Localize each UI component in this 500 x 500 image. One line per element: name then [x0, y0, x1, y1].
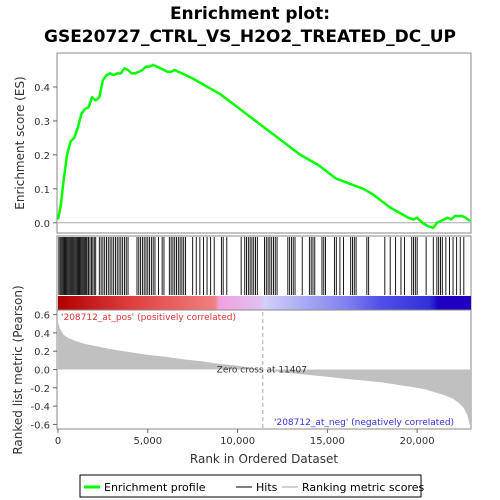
chart-subtitle: GSE20727_CTRL_VS_H2O2_TREATED_DC_UP	[44, 27, 456, 47]
es-y-tick-label: 0.3	[34, 117, 50, 128]
metric-y-tick-label: 0.4	[34, 329, 50, 340]
metric-y-tick-label: 0.6	[34, 311, 50, 322]
rank-color-bar	[58, 296, 471, 310]
chart-title: Enrichment plot:	[170, 4, 330, 24]
metric-y-tick-label: 0.2	[34, 347, 50, 358]
metric-y-tick-label: -0.4	[30, 402, 50, 413]
legend-item-ranking: Ranking metric scores	[282, 481, 424, 494]
metric-x-axis: 0 5,000 10,000 15,000 20,000	[55, 429, 435, 447]
x-axis-title: Rank in Ordered Dataset	[190, 452, 338, 466]
hits-markers	[58, 237, 465, 295]
legend-label-enrichment: Enrichment profile	[104, 481, 206, 494]
pos-correlated-label: '208712_at_pos' (positively correlated)	[61, 313, 236, 323]
es-y-axis-title: Enrichment score (ES)	[13, 76, 27, 209]
es-y-axis: 0.0 0.1 0.2 0.3 0.4	[34, 83, 57, 230]
es-y-tick-label: 0.1	[34, 185, 50, 196]
es-y-tick-label: 0.4	[34, 83, 50, 94]
x-tick-label: 10,000	[220, 436, 255, 447]
legend-label-hits: Hits	[256, 481, 278, 494]
neg-correlated-label: '208712_at_neg' (negatively correlated)	[274, 418, 454, 428]
metric-y-tick-label: -0.6	[30, 420, 50, 431]
ranking-metric-area	[58, 321, 471, 427]
metric-y-tick-label: -0.2	[30, 384, 50, 395]
metric-y-axis: 0.6 0.4 0.2 0.0 -0.2 -0.4 -0.6	[30, 311, 57, 431]
es-panel-frame	[56, 52, 472, 234]
es-y-tick-label: 0.2	[34, 151, 50, 162]
x-tick-label: 5,000	[133, 436, 162, 447]
legend-label-ranking: Ranking metric scores	[302, 481, 424, 494]
x-tick-label: 15,000	[310, 436, 345, 447]
legend-item-hits: Hits	[236, 481, 278, 494]
x-tick-label: 20,000	[400, 436, 435, 447]
legend-item-enrichment: Enrichment profile	[84, 481, 206, 494]
enrichment-profile-line	[56, 63, 471, 230]
metric-y-axis-title: Ranked list metric (Pearson)	[11, 285, 25, 454]
metric-y-tick-label: 0.0	[34, 366, 50, 377]
es-y-tick-label: 0.0	[34, 219, 50, 230]
x-tick-label: 0	[55, 436, 61, 447]
zero-cross-label: Zero cross at 11407	[217, 366, 307, 376]
